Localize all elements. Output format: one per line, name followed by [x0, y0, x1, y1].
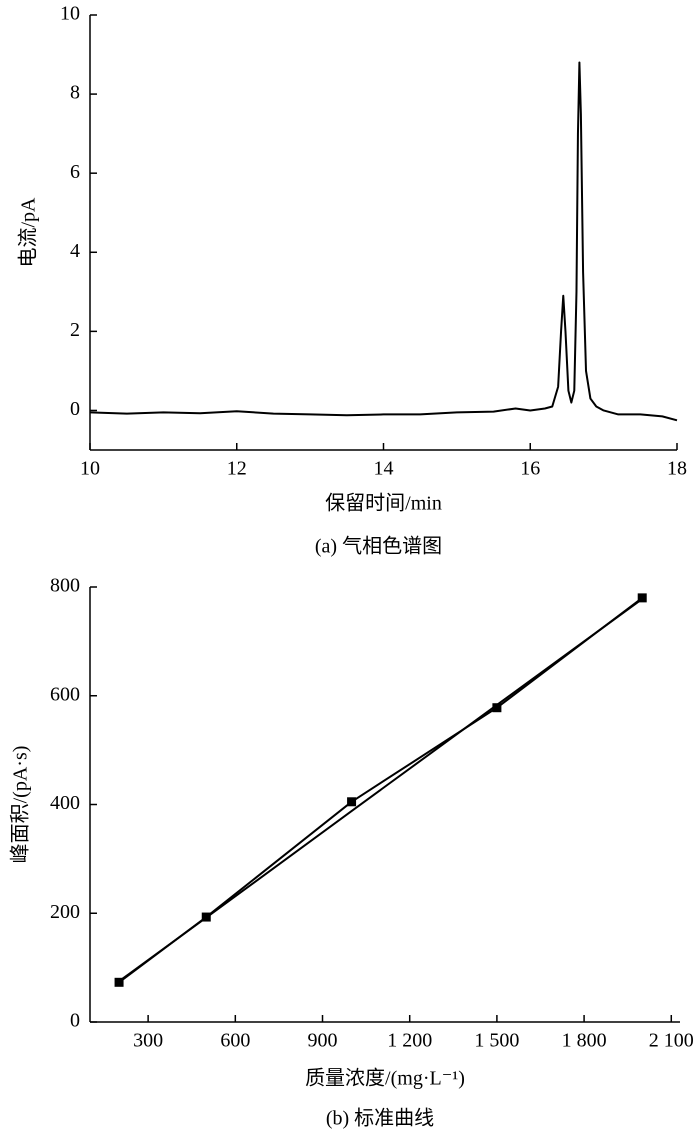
- x-tick-label: 10: [80, 458, 100, 480]
- y-tick-label: 6: [70, 161, 80, 183]
- caption: (a) 气相色谱图: [315, 535, 442, 558]
- data-point: [114, 977, 124, 987]
- data-point: [347, 797, 357, 807]
- data-point: [492, 703, 502, 713]
- y-tick-label: 2: [70, 319, 80, 341]
- data-line: [118, 598, 643, 983]
- x-tick-label: 18: [667, 458, 687, 480]
- x-tick-label: 2 100: [649, 1030, 694, 1052]
- x-tick-label: 14: [374, 458, 394, 480]
- y-tick-label: 0: [70, 398, 80, 420]
- x-axis-label: 质量浓度/(mg·L⁻¹): [305, 1067, 465, 1090]
- x-tick-label: 300: [133, 1030, 163, 1052]
- x-tick-label: 16: [520, 458, 540, 480]
- x-tick-label: 1 800: [562, 1030, 607, 1052]
- data-line: [89, 61, 678, 422]
- y-axis-label: 峰面积/(pA·s): [9, 746, 32, 864]
- x-tick-label: 1 500: [474, 1030, 519, 1052]
- y-tick-label: 0: [70, 1010, 80, 1032]
- y-tick-label: 800: [50, 575, 80, 597]
- caption: (b) 标准曲线: [326, 1107, 434, 1130]
- y-tick-label: 8: [70, 82, 80, 104]
- x-tick-label: 600: [220, 1030, 250, 1052]
- y-axis-label: 电流/pA: [17, 197, 40, 268]
- y-tick-label: 10: [60, 3, 80, 25]
- data-point: [637, 593, 647, 603]
- x-tick-label: 900: [308, 1030, 338, 1052]
- y-tick-label: 400: [50, 792, 80, 814]
- x-axis-label: 保留时间/min: [325, 492, 442, 515]
- y-tick-label: 4: [70, 240, 80, 262]
- y-tick-label: 200: [50, 901, 80, 923]
- y-tick-label: 600: [50, 683, 80, 705]
- x-tick-label: 1 200: [387, 1030, 432, 1052]
- x-tick-label: 12: [227, 458, 247, 480]
